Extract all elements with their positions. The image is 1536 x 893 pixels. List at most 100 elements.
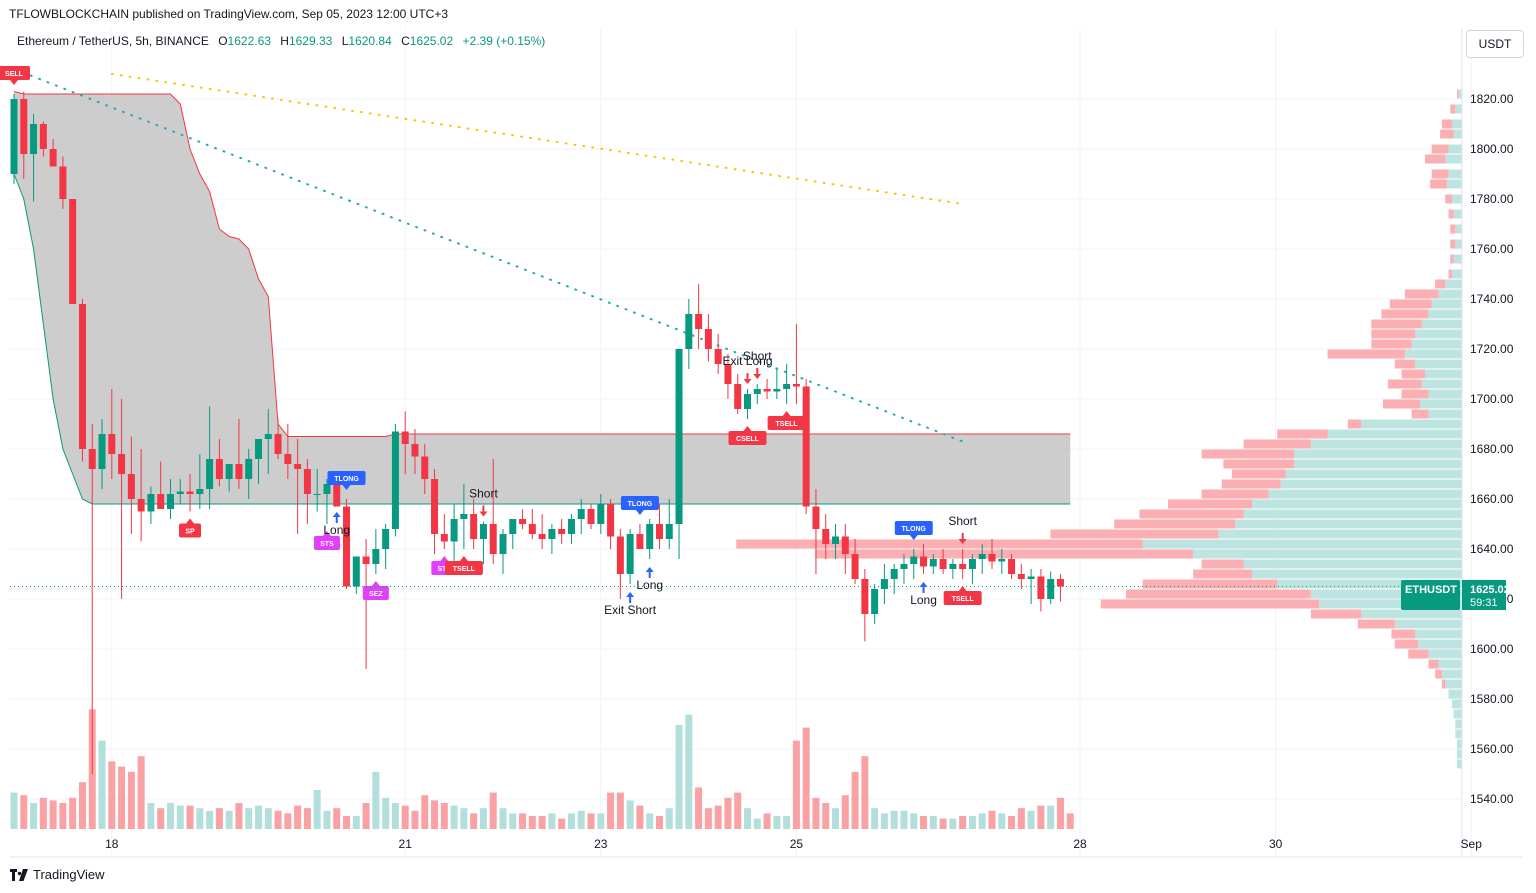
volume-bar — [245, 808, 253, 829]
volume-bar — [783, 816, 791, 829]
candle-body — [753, 389, 761, 394]
candle-body — [313, 494, 321, 495]
footer-brand[interactable]: TradingView — [10, 867, 105, 882]
signal-label: Long — [910, 593, 937, 607]
volume-bar — [235, 803, 243, 829]
volume-bar — [176, 805, 184, 829]
candle-body — [274, 434, 282, 454]
arrow-down-icon — [958, 533, 967, 544]
volume-bar — [675, 725, 683, 829]
candle-body — [343, 506, 351, 587]
profile-bar-down — [1221, 479, 1281, 489]
candle-body — [939, 559, 947, 569]
profile-bar-down — [1394, 359, 1415, 369]
signal-pointer — [342, 485, 351, 490]
signal-label: Short — [948, 514, 977, 528]
volume-bar — [822, 803, 830, 829]
volume-bar — [108, 761, 116, 829]
volume-bar — [20, 795, 28, 829]
profile-bar-down — [1388, 379, 1422, 389]
candle-body — [959, 564, 967, 569]
signal-tlong: TLONG — [327, 471, 366, 490]
volume-bar — [450, 805, 458, 829]
volume-bar — [597, 813, 605, 829]
volume-bar — [939, 818, 947, 829]
signal-short: Short — [469, 487, 498, 517]
profile-bar-down — [1404, 289, 1439, 299]
y-tick-label: 1780.00 — [1470, 192, 1514, 206]
profile-bar-up — [1446, 179, 1462, 189]
volume-bar — [352, 816, 360, 829]
candle-body — [323, 484, 331, 494]
volume-bar — [665, 808, 673, 829]
candlesticks — [10, 91, 1064, 774]
volume-bar — [538, 816, 546, 829]
volume-bar — [127, 771, 135, 829]
volume-profile — [736, 89, 1462, 769]
price-change: +2.39 (+0.15%) — [462, 34, 546, 48]
profile-bar-up — [1414, 629, 1462, 639]
profile-bar-down — [1201, 559, 1244, 569]
volume-bar — [636, 805, 644, 829]
profile-bar-down — [1381, 309, 1429, 319]
candle-body — [597, 504, 605, 524]
price-tag-price: 1625.02 — [1470, 584, 1510, 596]
signal-label: Exit Short — [604, 603, 657, 617]
currency-button[interactable]: USDT — [1466, 30, 1524, 58]
volume-bar — [587, 813, 595, 829]
candle-body — [235, 464, 243, 479]
y-tick-label: 1560.00 — [1470, 742, 1514, 756]
candle-body — [10, 99, 18, 174]
profile-bar-down — [1391, 629, 1415, 639]
y-tick-label: 1600.00 — [1470, 642, 1514, 656]
signal-tsell: TSELL — [767, 411, 806, 430]
candle-body — [137, 499, 145, 512]
profile-bar-up — [1448, 144, 1462, 154]
volume-bar — [832, 808, 840, 829]
volume-bar — [812, 797, 820, 829]
profile-bar-up — [1451, 119, 1462, 129]
candle-body — [665, 524, 673, 539]
profile-bar-up — [1277, 579, 1462, 589]
volume-bar — [215, 808, 223, 829]
profile-bar-down — [736, 539, 1143, 549]
candle-body — [460, 514, 468, 519]
candle-body — [763, 389, 771, 392]
profile-bar-up — [1414, 329, 1462, 339]
profile-bar-up — [1428, 309, 1462, 319]
x-tick-label: 30 — [1269, 837, 1283, 851]
volume-bar — [421, 795, 429, 829]
candle-body — [166, 494, 174, 509]
candle-body — [988, 554, 996, 562]
volume-bar — [137, 756, 145, 829]
volume-bar — [440, 803, 448, 829]
volume-bars — [10, 709, 1074, 829]
candle-body — [1008, 559, 1016, 574]
candle-body — [108, 434, 116, 454]
candle-body — [616, 536, 624, 574]
profile-bar-up — [1252, 499, 1462, 509]
profile-bar-up — [1414, 359, 1462, 369]
profile-bar-up — [1456, 739, 1462, 749]
volume-bar — [920, 816, 928, 829]
profile-bar-down — [1441, 119, 1452, 129]
signal-csell: CSELL — [728, 426, 767, 445]
volume-bar — [186, 805, 194, 829]
candle-body — [626, 534, 634, 574]
candle-body — [929, 559, 937, 567]
signal-badge-text: TLONG — [902, 526, 927, 533]
candle-body — [920, 556, 928, 567]
volume-bar — [362, 803, 370, 829]
candle-body — [411, 444, 419, 457]
candle-body — [655, 524, 663, 539]
candle-body — [675, 349, 683, 524]
volume-bar — [294, 805, 302, 829]
profile-bar-down — [1201, 449, 1294, 459]
candle-body — [157, 494, 165, 509]
y-tick-label: 1740.00 — [1470, 292, 1514, 306]
candle-body — [832, 536, 840, 544]
profile-bar-down — [1435, 279, 1446, 289]
profile-bar-up — [1451, 699, 1462, 709]
profile-bar-down — [815, 549, 1194, 559]
